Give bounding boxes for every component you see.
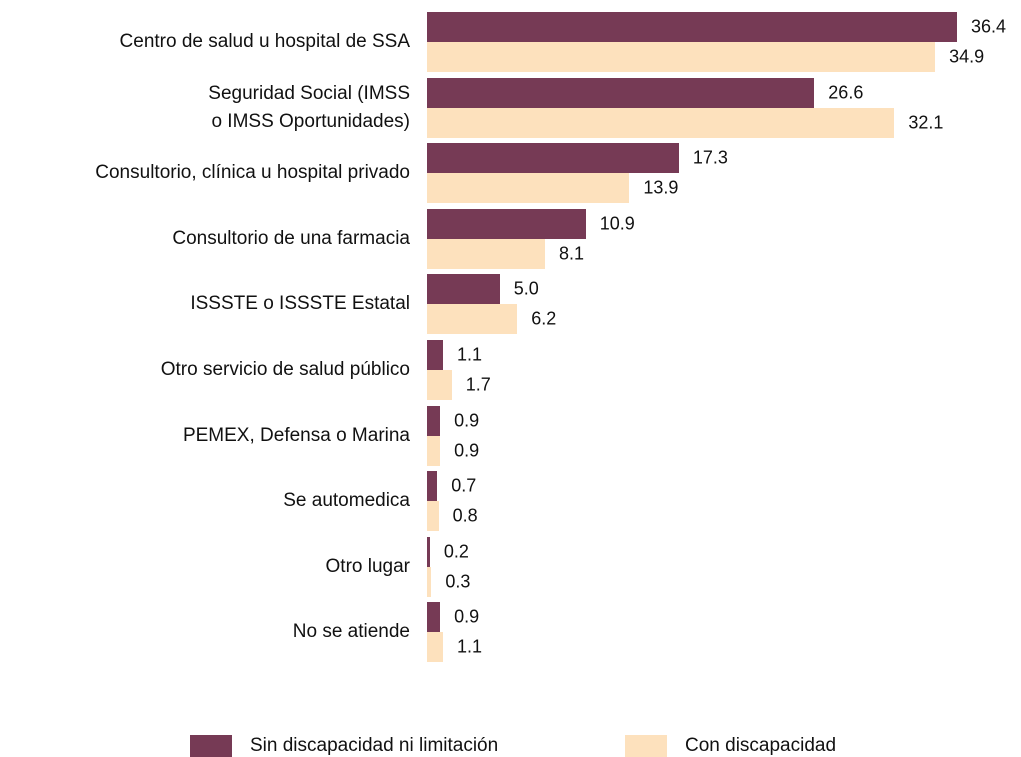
value-label: 0.3 xyxy=(445,571,471,592)
bar xyxy=(427,238,545,269)
category-label: ISSSTE o ISSSTE Estatal xyxy=(190,293,410,315)
bar xyxy=(427,143,679,174)
bar xyxy=(427,566,432,597)
value-label: 1.7 xyxy=(465,374,491,395)
bar xyxy=(427,536,430,567)
bar xyxy=(427,501,439,532)
category-label: Se automedica xyxy=(283,490,410,512)
bar xyxy=(427,602,441,633)
bar xyxy=(427,435,441,466)
bar xyxy=(427,632,444,663)
value-label: 8.1 xyxy=(558,243,584,264)
legend-swatch xyxy=(190,735,232,757)
value-label: 1.1 xyxy=(457,636,483,657)
value-label: 0.2 xyxy=(443,541,469,562)
value-label: 13.9 xyxy=(643,177,679,198)
value-label: 36.4 xyxy=(971,16,1007,37)
value-label: 1.1 xyxy=(457,344,483,365)
category-label: Consultorio, clínica u hospital privado xyxy=(95,162,410,184)
legend-swatch xyxy=(625,735,667,757)
value-label: 17.3 xyxy=(692,147,728,168)
category-label: No se atiende xyxy=(292,621,410,643)
legend-label: Sin discapacidad ni limitación xyxy=(250,735,499,756)
category-label: Otro lugar xyxy=(325,555,410,577)
category-label: Centro de salud u hospital de SSA xyxy=(119,31,410,52)
value-label: 0.8 xyxy=(452,505,478,526)
bar xyxy=(427,340,444,370)
bar xyxy=(427,370,452,400)
bar xyxy=(427,107,895,138)
bar xyxy=(427,173,630,204)
value-label: 0.7 xyxy=(451,475,477,496)
category-label: Otro servicio de salud público xyxy=(160,359,410,380)
category-label: PEMEX, Defensa o Marina xyxy=(182,424,410,446)
bar xyxy=(427,208,586,239)
category-label: Consultorio de una farmacia xyxy=(172,227,410,249)
value-label: 0.9 xyxy=(454,440,480,461)
bar xyxy=(427,42,936,72)
value-label: 5.0 xyxy=(513,278,539,299)
legend-label: Con discapacidad xyxy=(685,735,837,756)
value-label: 6.2 xyxy=(531,308,557,329)
bar xyxy=(427,77,815,108)
value-label: 10.9 xyxy=(599,213,635,234)
bar xyxy=(427,274,500,305)
value-label: 34.9 xyxy=(949,46,985,67)
value-label: 0.9 xyxy=(454,410,480,431)
bar xyxy=(427,471,438,502)
category-label: Seguridad Social (IMSS o IMSS Oportunida… xyxy=(208,82,410,132)
value-label: 32.1 xyxy=(908,112,944,133)
bar xyxy=(427,405,441,436)
bar xyxy=(427,12,957,42)
value-label: 26.6 xyxy=(828,82,864,103)
value-label: 0.9 xyxy=(454,606,480,627)
bar xyxy=(427,304,518,335)
